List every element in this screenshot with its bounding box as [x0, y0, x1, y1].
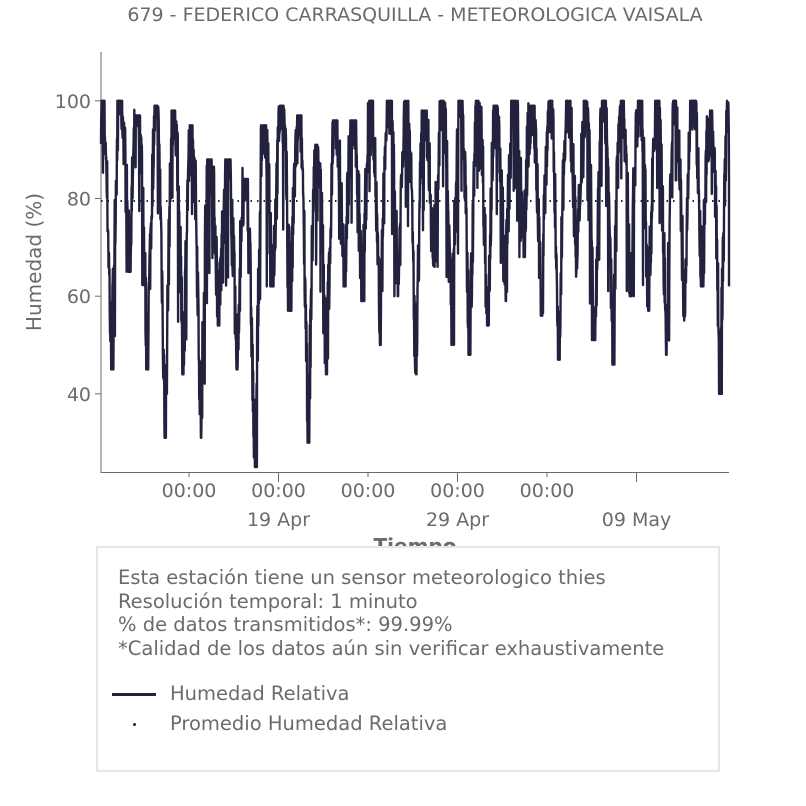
legend-label-mean: Promedio Humedad Relativa	[170, 712, 448, 735]
y-tick-label-40: 40	[67, 384, 91, 406]
quality-note: *Calidad de los datos aún sin verificar …	[118, 636, 665, 660]
x-major-tick-label-1: 29 Apr	[426, 509, 489, 531]
x-major-tick-label-0: 19 Apr	[247, 509, 310, 531]
legend-line-swatch	[112, 693, 156, 696]
y-tick-label-60: 60	[67, 286, 91, 308]
info-box: Esta estación tiene un sensor meteorolog…	[96, 546, 720, 772]
transmitted-note: % de datos transmitidos*: 99.99%	[118, 613, 453, 636]
x-minor-tick-label-1: 00:00	[251, 480, 306, 502]
y-tick-label-100: 100	[55, 91, 91, 113]
x-axis-label: Tiempo	[374, 534, 457, 546]
sensor-note: Esta estación tiene un sensor meteorolog…	[118, 566, 606, 589]
humidity-chart: 679 - FEDERICO CARRASQUILLA - METEOROLOG…	[22, 4, 731, 546]
y-tick-label-80: 80	[67, 189, 91, 211]
x-minor-tick-label-2: 00:00	[341, 480, 396, 502]
humidity-series-line	[99, 99, 731, 469]
resolution-note: Resolución temporal: 1 minuto	[118, 589, 418, 613]
y-axis-label: Humedad (%)	[22, 193, 46, 331]
chart-title: 679 - FEDERICO CARRASQUILLA - METEOROLOG…	[127, 4, 702, 26]
x-minor-tick-label-0: 00:00	[162, 480, 217, 502]
legend-label-humidity: Humedad Relativa	[170, 682, 350, 705]
x-major-tick-label-2: 09 May	[602, 509, 672, 531]
info-text: Esta estación tiene un sensor meteorolog…	[118, 566, 664, 660]
x-minor-tick-label-3: 00:00	[430, 480, 485, 502]
x-minor-tick-label-4: 00:00	[520, 480, 575, 502]
legend-dot-swatch	[133, 723, 136, 726]
